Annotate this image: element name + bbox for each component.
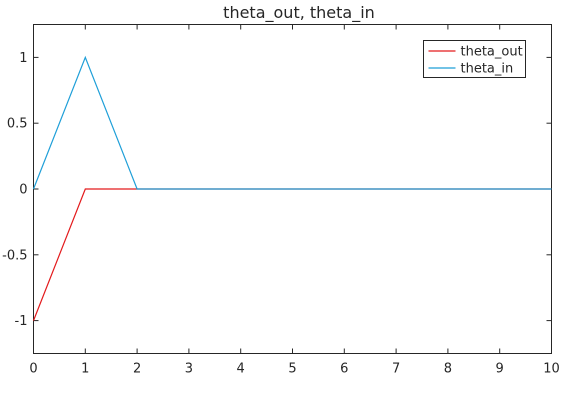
series-line-theta-out xyxy=(32,188,552,321)
legend-box xyxy=(423,40,526,78)
series-line-theta-in xyxy=(32,55,552,190)
axis-ticks: 0 1 2 3 4 5 6 7 8 9 10 1 0.5 0 -0.5 -1 xyxy=(2,24,560,377)
y-tick-label: 0 xyxy=(19,183,27,198)
x-tick-label: 8 xyxy=(444,362,452,377)
legend-label: theta_out xyxy=(461,45,523,60)
y-tick-label: -1 xyxy=(15,314,28,329)
x-tick-label: 9 xyxy=(496,362,504,377)
x-tick-label: 4 xyxy=(237,362,245,377)
legend-label: theta_in xyxy=(461,62,514,77)
x-tick-label: 5 xyxy=(288,362,296,377)
x-tick-label: 1 xyxy=(81,362,89,377)
x-tick-label: 7 xyxy=(392,362,400,377)
x-tick-label: 3 xyxy=(185,362,193,377)
y-tick-label: 1 xyxy=(19,51,27,66)
y-tick-label: -0.5 xyxy=(2,248,27,263)
chart-title: theta_out, theta_in xyxy=(223,3,375,23)
legend: theta_out theta_in xyxy=(423,40,526,78)
x-tick-label: 10 xyxy=(543,362,560,377)
x-tick-label: 0 xyxy=(29,362,37,377)
x-tick-label: 6 xyxy=(340,362,348,377)
series-lines xyxy=(32,55,552,321)
y-tick-label: 0.5 xyxy=(7,117,28,132)
x-tick-label: 2 xyxy=(133,362,141,377)
